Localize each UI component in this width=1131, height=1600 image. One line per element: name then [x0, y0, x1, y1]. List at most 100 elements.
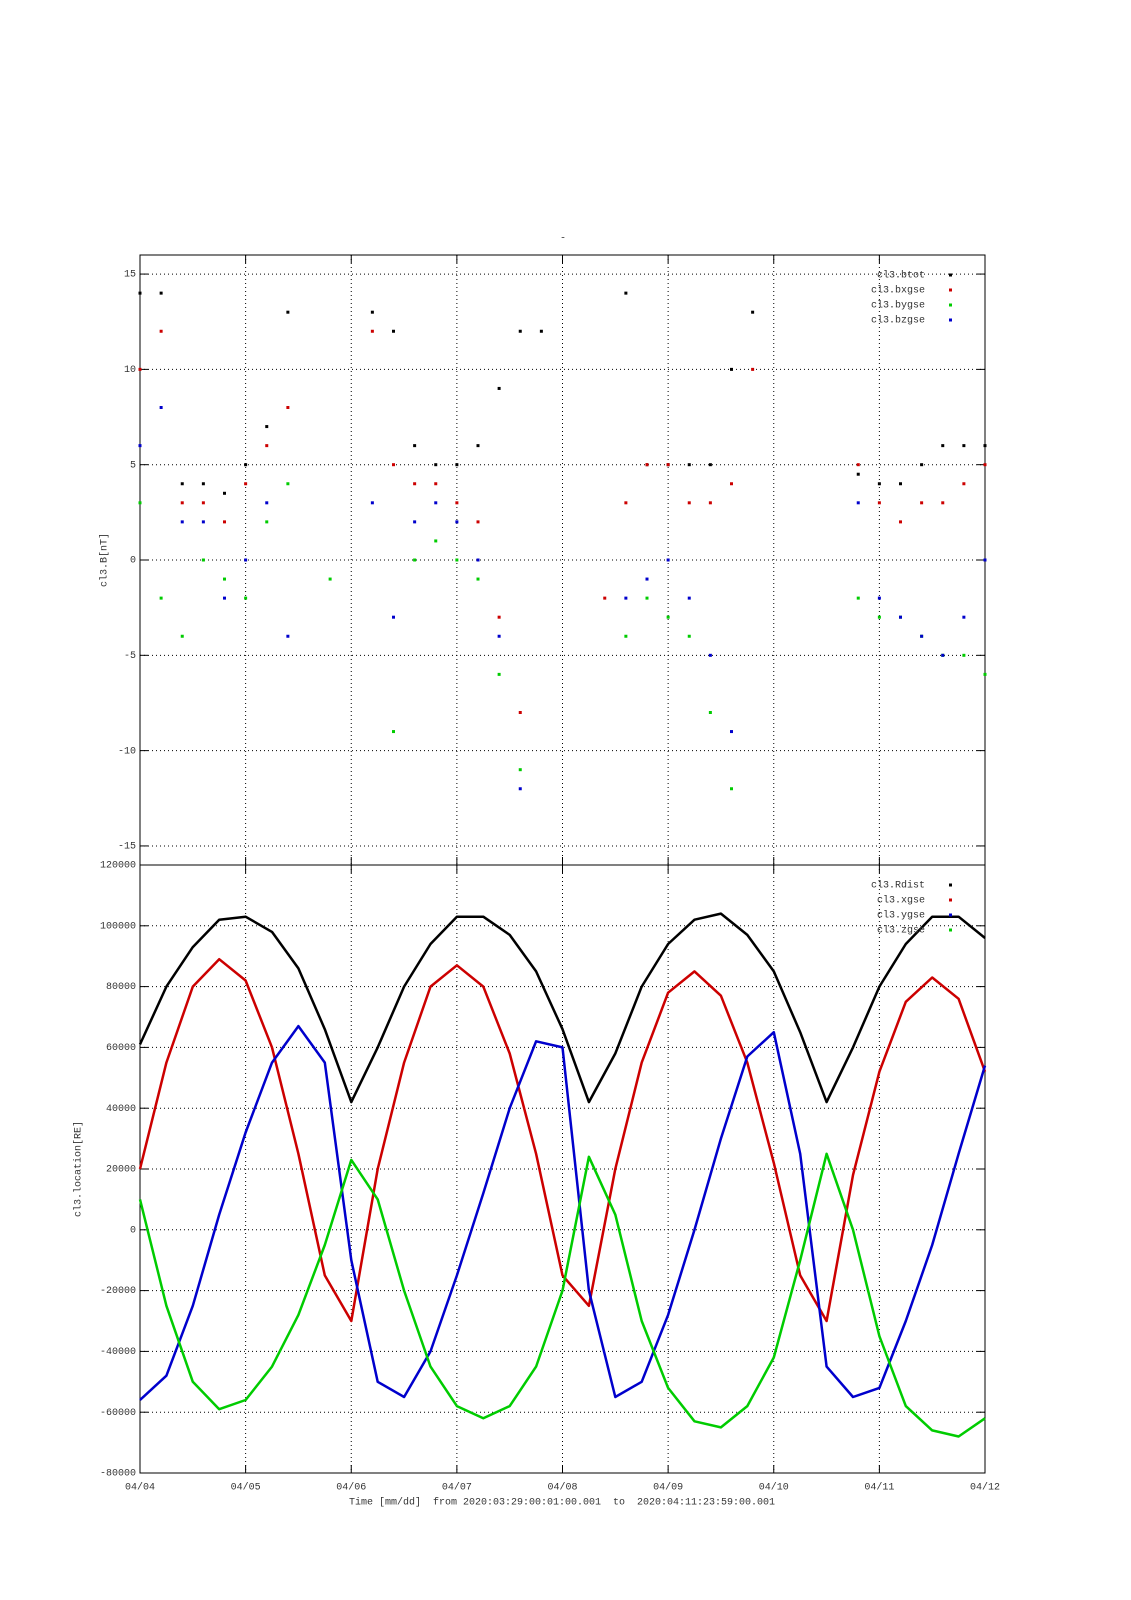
data-point [920, 501, 924, 505]
y-tick-label: 0 [130, 1225, 136, 1236]
y-tick-label: -15 [118, 842, 136, 853]
y-tick-label: -60000 [100, 1408, 136, 1419]
data-point [476, 577, 480, 581]
x-tick-label: 04/12 [970, 1482, 1000, 1494]
data-point [286, 406, 290, 409]
data-point [413, 558, 417, 562]
data-point [624, 501, 628, 505]
data-point [899, 520, 902, 524]
data-point [687, 463, 691, 467]
data-point [497, 615, 501, 619]
data-point [497, 672, 501, 676]
data-point [201, 520, 205, 524]
data-point [877, 596, 881, 600]
data-point [434, 539, 438, 543]
data-point [476, 444, 480, 448]
data-point [941, 444, 945, 448]
y-tick-label: 10 [124, 365, 136, 376]
data-line [138, 957, 987, 1323]
data-point [180, 634, 184, 638]
data-point [645, 463, 649, 467]
data-point [687, 501, 691, 505]
data-point [877, 615, 881, 619]
data-point [392, 730, 395, 734]
data-point [751, 367, 755, 371]
data-point [413, 444, 417, 448]
data-point [138, 291, 142, 295]
data-point [856, 472, 860, 476]
y-tick-label: 40000 [106, 1104, 136, 1115]
data-point [962, 653, 966, 657]
y-tick-label: 0 [130, 556, 136, 567]
data-point [265, 425, 269, 429]
x-tick-label: 04/10 [759, 1482, 789, 1494]
x-tick-label: 04/09 [653, 1482, 683, 1494]
data-point [941, 501, 945, 505]
data-point [666, 463, 670, 467]
y-tick-label: 80000 [106, 982, 136, 993]
data-point [962, 482, 966, 486]
data-point [962, 615, 966, 619]
chart-title: - [560, 234, 566, 245]
data-point [244, 482, 248, 486]
legend-swatch [949, 288, 952, 292]
legend-label: cl3.ygse [877, 910, 925, 922]
data-point [413, 520, 417, 524]
y-tick-label: -5 [124, 651, 136, 662]
data-point [370, 310, 374, 314]
data-point [497, 634, 501, 638]
data-point [138, 501, 142, 505]
y-axis-label: cl3.B[nT] [99, 533, 111, 587]
x-tick-label: 04/08 [547, 1482, 577, 1494]
data-point [730, 367, 733, 371]
data-line [139, 1024, 987, 1401]
data-point [286, 634, 290, 638]
y-tick-label: 5 [130, 460, 136, 471]
data-point [370, 501, 374, 505]
data-point [138, 367, 142, 371]
data-point [434, 482, 438, 486]
data-point [687, 634, 691, 638]
data-point [223, 491, 226, 495]
y-tick-label: 15 [124, 270, 136, 281]
data-point [603, 596, 607, 600]
legend-label: cl3.zgse [877, 925, 925, 937]
data-point [518, 787, 522, 791]
data-point [413, 482, 417, 486]
x-tick-label: 04/06 [336, 1482, 366, 1494]
data-point [455, 558, 459, 562]
y-tick-label: -20000 [100, 1286, 136, 1297]
data-point [392, 329, 395, 333]
data-point [244, 463, 248, 467]
data-point [159, 406, 163, 409]
data-point [476, 558, 480, 562]
y-tick-label: -80000 [100, 1469, 136, 1480]
y-tick-label: 120000 [100, 861, 136, 872]
data-point [159, 596, 163, 600]
data-point [286, 310, 290, 314]
data-point [497, 386, 501, 390]
legend-swatch [949, 273, 952, 277]
x-tick-label: 04/05 [231, 1482, 261, 1494]
data-point [201, 482, 205, 486]
data-point [920, 634, 924, 638]
data-point [708, 501, 712, 505]
data-point [138, 444, 142, 448]
data-point [286, 482, 290, 486]
x-axis-label: Time [mm/dd] from 2020:03:29:00:01:00.00… [349, 1497, 775, 1509]
data-point [392, 463, 395, 467]
data-point [877, 501, 881, 505]
legend-swatch [949, 318, 952, 322]
data-point [455, 520, 459, 524]
data-point [476, 520, 480, 524]
data-point [730, 730, 733, 734]
legend-swatch [949, 928, 952, 932]
data-point [666, 615, 670, 619]
y-tick-label: 100000 [100, 921, 136, 932]
legend-swatch [949, 303, 952, 307]
data-point [624, 291, 628, 295]
data-point [877, 482, 881, 486]
data-point [455, 463, 459, 467]
data-point [708, 711, 712, 714]
data-point [223, 596, 226, 600]
